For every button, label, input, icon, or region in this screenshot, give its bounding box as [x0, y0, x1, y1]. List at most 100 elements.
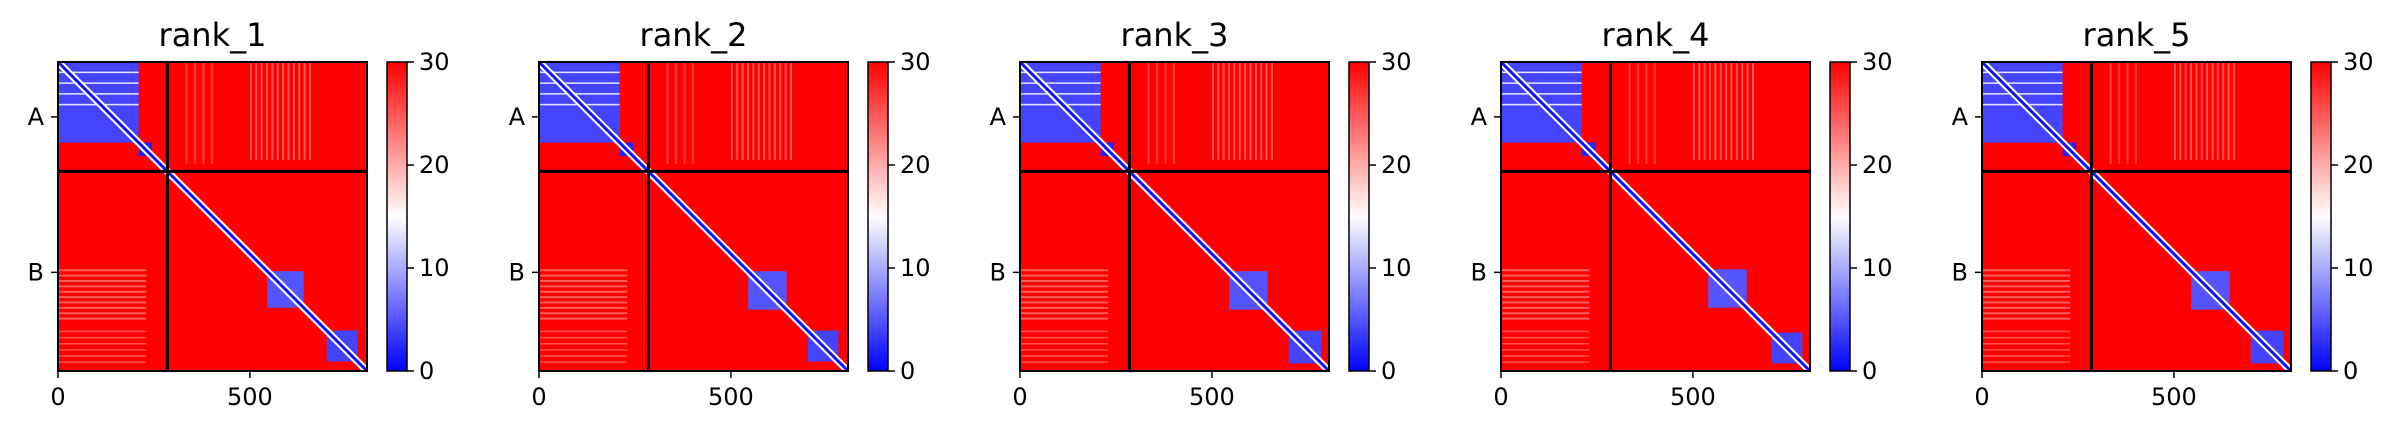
diagonal-band — [1018, 60, 1331, 373]
block-stripe — [539, 71, 620, 74]
interchain-stripe — [1501, 290, 1590, 293]
colorbar — [868, 62, 888, 371]
interchain-stripe — [1752, 62, 1754, 160]
interchain-stripe — [1982, 290, 2071, 293]
interchain-stripe — [1501, 355, 1590, 357]
interchain-stripe — [303, 62, 306, 160]
colorbar — [2311, 62, 2331, 371]
interchain-stripe — [1020, 301, 1109, 304]
x-tick-label: 0 — [1974, 383, 1989, 411]
interchain-stripe — [1020, 361, 1109, 363]
interchain-stripe — [1746, 62, 1749, 160]
colorbar-tick-label: 20 — [419, 151, 450, 179]
block-stripe — [58, 71, 139, 74]
interchain-stripe — [539, 342, 628, 345]
plot-frame — [1019, 61, 1330, 372]
interchain-stripe — [1645, 62, 1648, 164]
x-tick-label: 0 — [50, 383, 65, 411]
interchain-stripe — [1260, 62, 1263, 160]
colorbar-tick-label: 30 — [1381, 48, 1412, 76]
interchain-stripe — [58, 290, 147, 293]
interchain-stripe — [2126, 62, 2129, 164]
interchain-stripe — [1020, 290, 1109, 293]
block-stripe — [58, 93, 139, 95]
colorbar-tick-label: 20 — [1862, 151, 1893, 179]
interchain-stripe — [666, 62, 669, 164]
interchain-stripe — [260, 62, 263, 160]
interchain-stripe — [1982, 336, 2071, 339]
interchain-stripe — [1703, 62, 1706, 160]
heatmap-panel-4: rank_4 0 500 A B 0 10 20 30 — [1471, 16, 1893, 411]
interchain-stripe — [1164, 62, 1167, 164]
colorbar-frame — [1829, 61, 1851, 372]
interchain-stripe — [2200, 62, 2203, 160]
interchain-stripe — [1714, 62, 1717, 160]
interchain-stripe — [2233, 62, 2235, 160]
y-tick-label-b: B — [1952, 258, 1968, 286]
interchain-stripe — [185, 62, 188, 164]
diagonal-band — [1499, 60, 1812, 373]
plot-frame — [1981, 61, 2292, 372]
interchain-stripe — [276, 62, 279, 160]
colorbar-tick-label: 30 — [1862, 48, 1893, 76]
interchain-stripe — [282, 62, 285, 160]
interchain-stripe — [1501, 306, 1590, 309]
block-stripe — [1501, 71, 1582, 74]
interchain-stripe — [309, 62, 311, 160]
block-stripe — [1982, 82, 2063, 84]
heatmap-panel-3: rank_3 0 500 A B 0 10 20 30 — [990, 16, 1412, 411]
interchain-stripe — [2222, 62, 2225, 160]
interchain-stripe — [1228, 62, 1230, 160]
interchain-stripe — [741, 62, 744, 160]
y-tick-label-a: A — [1952, 103, 1969, 131]
interchain-stripe — [784, 62, 787, 160]
interchain-stripe — [58, 301, 147, 304]
interchain-stripe — [539, 312, 628, 315]
interchain-stripe — [1020, 317, 1109, 320]
interchain-stripe — [255, 62, 258, 160]
heatmap-panel-5: rank_5 0 500 A B 0 10 20 30 — [1952, 16, 2374, 411]
interchain-stripe — [58, 336, 147, 339]
interchain-stripe — [1501, 361, 1590, 363]
x-tick-label: 500 — [227, 383, 273, 411]
x-tick-label: 0 — [531, 383, 546, 411]
interchain-stripe — [1501, 285, 1590, 288]
interchain-stripe — [539, 301, 628, 304]
interchain-stripe — [2195, 62, 2198, 160]
interchain-stripe — [1020, 349, 1109, 351]
plot-frame — [1500, 61, 1811, 372]
colorbar-tick-label: 0 — [2343, 357, 2358, 385]
y-tick-label-b: B — [990, 258, 1006, 286]
interchain-stripe — [202, 62, 205, 164]
interchain-stripe — [1725, 62, 1728, 160]
colorbar-tick-label: 10 — [1862, 254, 1893, 282]
plot-frame — [538, 61, 849, 372]
y-tick-label-b: B — [28, 258, 44, 286]
interchain-stripe — [763, 62, 766, 160]
colorbar — [1830, 62, 1850, 371]
interchain-stripe — [539, 296, 628, 299]
chart-title: rank_5 — [2083, 16, 2191, 54]
interchain-stripe — [1271, 62, 1273, 160]
heatmap-panel-1: rank_1 0 500 A B 0 10 20 30 — [28, 16, 450, 411]
interchain-stripe — [58, 355, 147, 357]
y-tick-label-a: A — [509, 103, 526, 131]
colorbar-tick-label: 0 — [1381, 357, 1396, 385]
interchain-stripe — [1628, 62, 1631, 164]
interchain-stripe — [1020, 285, 1109, 288]
interchain-stripe — [58, 312, 147, 315]
interchain-stripe — [1982, 306, 2071, 309]
interchain-stripe — [58, 330, 147, 333]
interchain-stripe — [2206, 62, 2209, 160]
colorbar-frame — [867, 61, 889, 372]
interchain-stripe — [1147, 62, 1150, 164]
colorbar-tick-label: 30 — [419, 48, 450, 76]
interchain-stripe — [1020, 330, 1109, 333]
colorbar-tick-label: 20 — [1381, 151, 1412, 179]
interchain-stripe — [2211, 62, 2214, 160]
interchain-stripe — [292, 62, 295, 160]
interchain-stripe — [58, 296, 147, 299]
interchain-stripe — [1636, 62, 1640, 164]
interchain-stripe — [1501, 336, 1590, 339]
